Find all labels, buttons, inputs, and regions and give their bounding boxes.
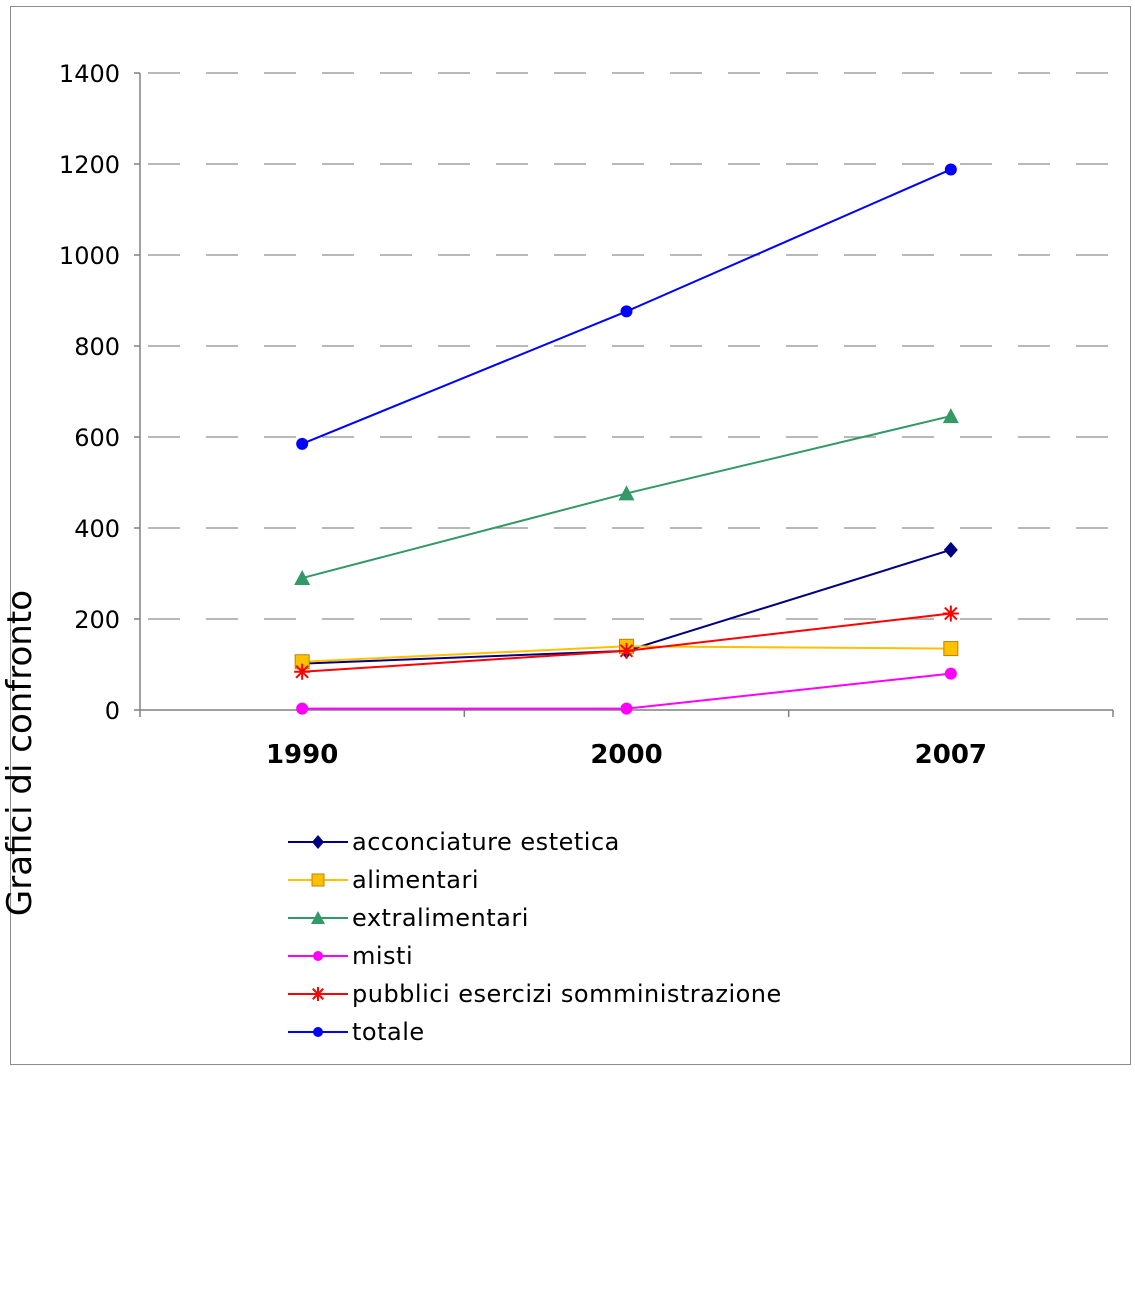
data-point-extralimentari [942, 408, 959, 424]
x-tick-label: 2000 [590, 740, 662, 770]
legend-label-alimentari: alimentari [352, 866, 479, 894]
y-tick-label: 600 [74, 424, 120, 452]
y-tick-label: 400 [74, 515, 120, 543]
data-point-alimentari [943, 641, 959, 657]
legend-marker-alimentari [311, 873, 325, 887]
data-point-extralimentari [618, 485, 635, 501]
data-point-totale [620, 305, 633, 318]
data-point-totale [944, 163, 957, 176]
legend-marker-acconciature-estetica [312, 835, 324, 849]
legend-marker-totale [313, 1027, 323, 1037]
y-tick-label: 1200 [59, 151, 120, 179]
data-point-misti [620, 702, 633, 715]
legend-label-extralimentari: extralimentari [352, 904, 529, 932]
y-tick-label: 800 [74, 333, 120, 361]
data-point-pubblici-esercizi-somministrazione [294, 663, 311, 680]
line-chart: 0 200 400 600 800 1000 1200 1400 1990 2000 2007 acc… [59, 60, 1114, 1046]
y-tick-label: 1000 [59, 242, 120, 270]
legend-label-totale: totale [352, 1018, 425, 1046]
chart-frame [10, 6, 1131, 1065]
legend-marker-misti [313, 951, 323, 961]
data-point-extralimentari [294, 570, 311, 586]
data-point-totale [296, 437, 309, 450]
data-point-misti [944, 667, 957, 680]
data-point-pubblici-esercizi-somministrazione [942, 605, 959, 622]
data-point-acconciature-estetica [943, 541, 958, 558]
legend-label-acconciature-estetica: acconciature estetica [352, 828, 620, 856]
y-tick-label: 1400 [59, 60, 120, 88]
legend-marker-pubblici-esercizi-somministrazione [311, 987, 325, 1001]
y-tick-label: 200 [74, 606, 120, 634]
x-tick-label: 2007 [915, 740, 987, 770]
y-tick-label: 0 [105, 697, 120, 725]
legend-label-pubblici-esercizi-somministrazione: pubblici esercizi somministrazione [352, 980, 782, 1008]
legend-label-misti: misti [352, 942, 413, 970]
legend-marker-extralimentari [311, 911, 325, 924]
x-tick-label: 1990 [266, 740, 338, 770]
data-point-pubblici-esercizi-somministrazione [618, 642, 635, 659]
data-point-misti [296, 702, 309, 715]
